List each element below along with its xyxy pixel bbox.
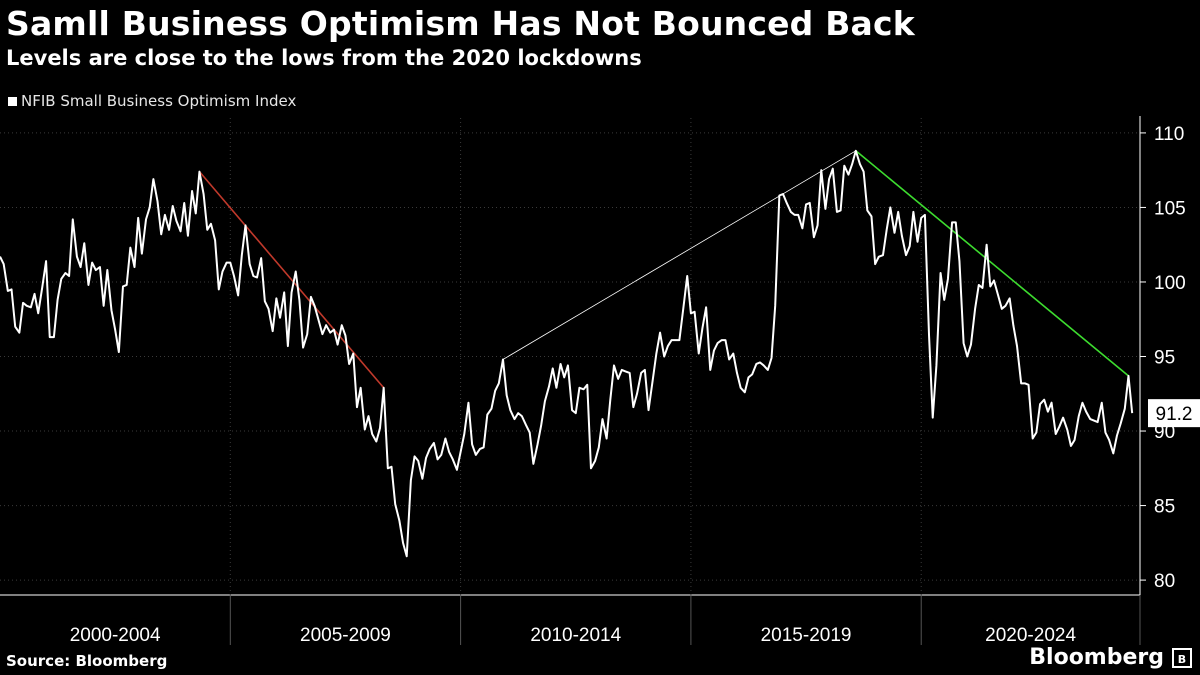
chart-title: Samll Business Optimism Has Not Bounced … [6, 4, 915, 43]
x-period-label-2: 2005-2009 [300, 625, 391, 646]
brand-mark-icon: B [1172, 647, 1192, 668]
x-period-label-5: 2020-2024 [985, 625, 1076, 646]
trend-line-decline-2018-2024 [855, 150, 1129, 377]
last-value-label: 91.2 [1156, 404, 1193, 425]
x-period-label-3: 2010-2014 [530, 625, 621, 646]
brand-logo: Bloomberg B [1029, 645, 1192, 670]
chart-subtitle: Levels are close to the lows from the 20… [6, 46, 642, 70]
x-period-label-1: 2000-2004 [70, 625, 161, 646]
last-value-box [1148, 399, 1200, 428]
legend-label: NFIB Small Business Optimism Index [21, 92, 297, 110]
series-line-1 [0, 149, 1134, 558]
y-tick-label-100: 100 [1154, 273, 1186, 294]
y-tick-label-110: 110 [1154, 124, 1184, 145]
chart-legend: NFIB Small Business Optimism Index [8, 92, 296, 110]
trend-line-decline-2004-2008 [198, 171, 385, 389]
legend-swatch [8, 96, 17, 106]
source-note: Source: Bloomberg [6, 652, 168, 670]
brand-name: Bloomberg [1029, 645, 1164, 670]
y-tick-label-90: 90 [1154, 422, 1175, 443]
y-tick-label-95: 95 [1154, 348, 1175, 369]
x-period-label-4: 2015-2019 [761, 625, 852, 646]
y-tick-label-85: 85 [1154, 497, 1175, 518]
y-tick-label-80: 80 [1154, 571, 1175, 592]
trend-line-rise-2010-2018 [502, 150, 857, 360]
y-tick-label-105: 105 [1154, 198, 1186, 219]
